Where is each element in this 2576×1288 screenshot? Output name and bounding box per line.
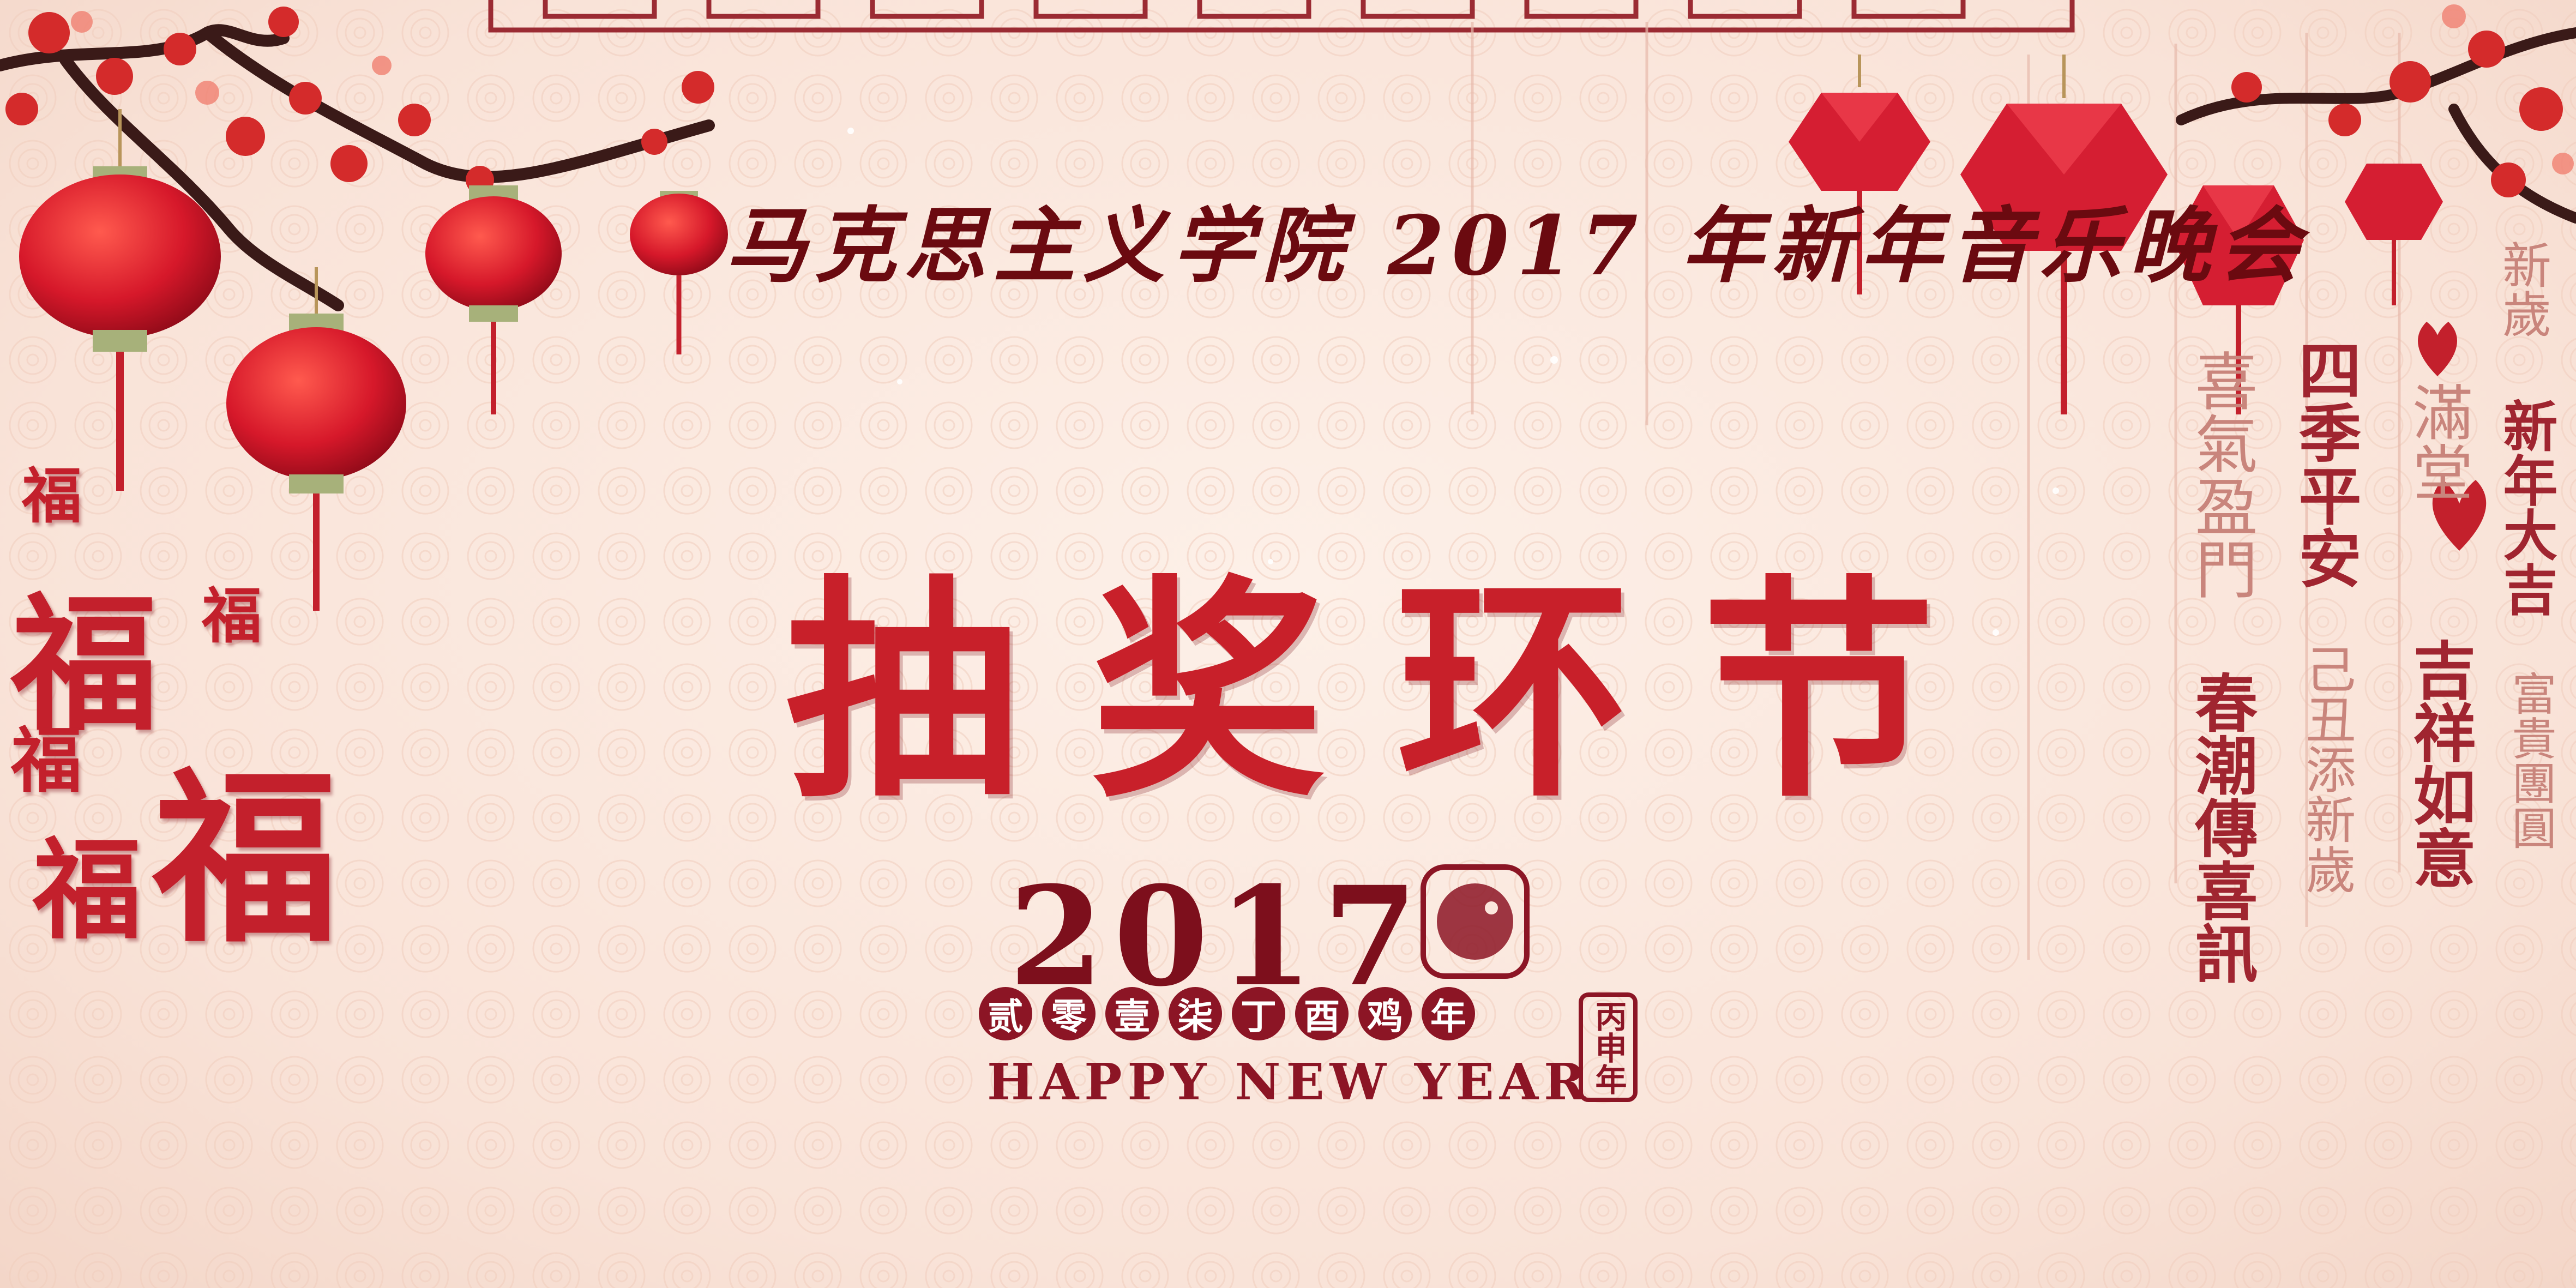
lantern-right-1 — [1789, 55, 1930, 294]
happy-new-year-text: HAPPY NEW YEAR — [987, 1052, 1591, 1111]
lantern-right-3 — [2173, 185, 2304, 414]
fu-char-small-3: 福 — [11, 719, 82, 802]
date-char: 贰 — [979, 987, 1032, 1040]
date-char: 丁 — [1232, 987, 1285, 1040]
date-char: 柒 — [1169, 987, 1222, 1040]
lantern-right-4 — [2345, 164, 2443, 305]
calligraphy-8: 春潮傳喜訊 — [2184, 671, 2258, 984]
plum-blossoms — [5, 7, 2563, 197]
event-subtitle: 马克思主义学院 2017 年新年音乐晚会 — [725, 198, 2308, 294]
seal-text: 丙申年 — [1590, 1000, 1627, 1095]
calligraphy-4: 吉祥如意 — [2403, 638, 2476, 889]
calligraphy-1: 新歲 — [2494, 240, 2551, 338]
lantern-left-2 — [226, 267, 406, 611]
chinese-date-row: 贰 零 壹 柒 丁 酉 鸡 年 — [979, 987, 1475, 1040]
seal-stamp: 丙申年 — [1579, 992, 1638, 1102]
calligraphy-5: 四季平安 — [2288, 338, 2362, 589]
lantern-right-2 — [1960, 55, 2168, 414]
date-char: 酉 — [1295, 987, 1349, 1040]
calligraphy-9: 滿堂 — [2403, 382, 2472, 502]
calligraphy-3: 富貴團圓 — [2504, 671, 2556, 850]
date-char: 年 — [1422, 987, 1475, 1040]
lattice-border — [488, 0, 2075, 33]
date-char: 零 — [1042, 987, 1096, 1040]
calligraphy-2: 新年大吉 — [2494, 398, 2558, 616]
fu-char-large-1: 福 — [11, 577, 158, 751]
fu-char-small-1: 福 — [22, 461, 82, 531]
date-char: 壹 — [1105, 987, 1159, 1040]
fu-char-small-2: 福 — [202, 581, 262, 651]
fu-char-medium: 福 — [33, 826, 142, 954]
lantern-left-3 — [425, 185, 562, 414]
calligraphy-7: 喜氣盈門 — [2184, 349, 2258, 600]
calligraphy-6: 己丑添新歲 — [2297, 643, 2356, 894]
date-char: 鸡 — [1358, 987, 1412, 1040]
butterfly-decor — [2418, 322, 2487, 551]
lantern-left-1 — [19, 109, 221, 491]
fu-char-large-2: 福 — [153, 750, 338, 968]
main-title: 抽奖环节 — [785, 554, 2007, 829]
rooster-emblem — [1421, 864, 1530, 979]
lantern-left-4 — [630, 191, 728, 354]
